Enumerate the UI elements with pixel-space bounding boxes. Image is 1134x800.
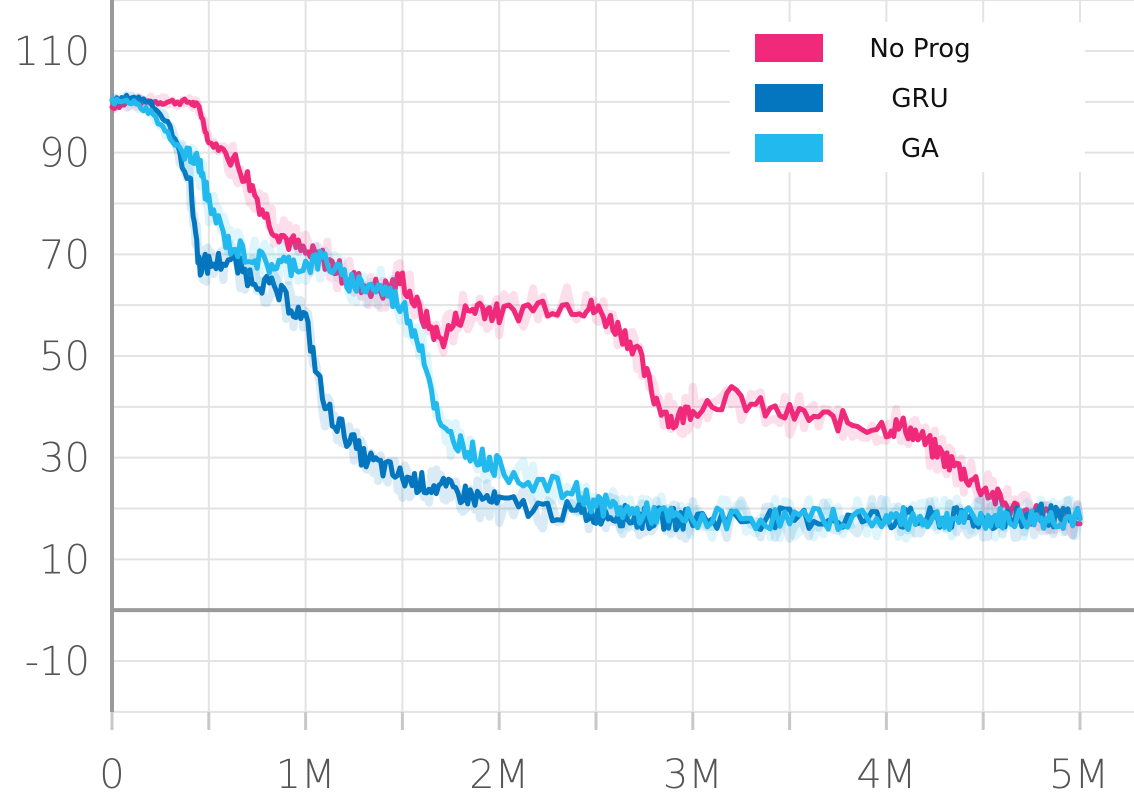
y-tick-label: -10: [25, 639, 90, 685]
legend-label: GRU: [891, 84, 948, 114]
y-tick-label: 30: [39, 436, 90, 482]
x-tick-label: 5M: [1049, 752, 1109, 798]
x-tick-label: 1M: [276, 752, 336, 798]
series-lines: [108, 91, 1084, 543]
y-tick-label: 70: [39, 232, 90, 278]
y-tick-labels: 110 90 70 50 30 10 -10: [14, 29, 90, 685]
x-tick-label: 4M: [856, 752, 916, 798]
legend-label: No Prog: [869, 34, 970, 64]
legend-swatch: [755, 84, 823, 112]
x-tick-label: 3M: [663, 752, 723, 798]
series-line-ga: [109, 96, 1083, 533]
series-line-no-prog: [109, 96, 1083, 531]
y-tick-label: 50: [39, 334, 90, 380]
x-tick-label: 0: [99, 752, 124, 798]
legend-swatch: [755, 34, 823, 62]
x-tick-labels: 0 1M 2M 3M 4M 5M: [99, 752, 1109, 798]
y-tick-label: 10: [39, 537, 90, 583]
y-tick-label: 90: [39, 131, 90, 177]
legend-label: GA: [901, 134, 939, 164]
legend-swatch: [755, 134, 823, 162]
legend: No Prog GRU GA: [730, 22, 1085, 172]
series-raw-band: [108, 92, 1084, 539]
axes: [110, 0, 1134, 730]
y-tick-label: 110: [14, 29, 90, 75]
x-tick-label: 2M: [469, 752, 529, 798]
